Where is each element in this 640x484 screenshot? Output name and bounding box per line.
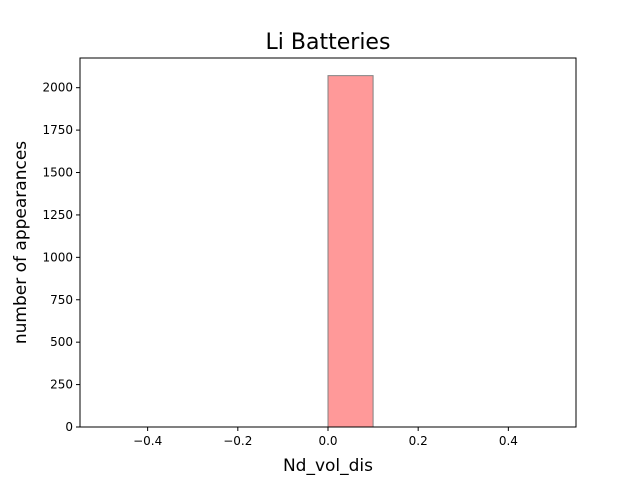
y-tick-label-8: 2000 [42, 81, 73, 95]
y-tick-label-4: 1000 [42, 250, 73, 264]
x-tick-label-4: 0.4 [499, 434, 518, 448]
x-tick-label-1: −0.2 [223, 434, 252, 448]
y-tick-label-3: 750 [50, 293, 73, 307]
chart-title: Li Batteries [266, 30, 391, 55]
y-tick-label-7: 1750 [42, 123, 73, 137]
y-tick-label-2: 500 [50, 335, 73, 349]
x-tick-label-3: 0.2 [409, 434, 428, 448]
y-tick-label-0: 0 [65, 420, 73, 434]
y-tick-label-6: 1500 [42, 166, 73, 180]
y-tick-label-5: 1250 [42, 208, 73, 222]
x-axis-ticks: −0.4 −0.2 0.0 0.2 0.4 [133, 427, 518, 448]
y-axis-label: number of appearances [11, 141, 31, 344]
x-axis-label: Nd_vol_dis [283, 456, 373, 476]
histogram-bar-5 [327, 75, 374, 428]
x-tick-label-0: −0.4 [133, 434, 162, 448]
y-axis-ticks: 0 250 500 750 1000 1250 1500 1750 2000 [42, 81, 80, 434]
bars-layer [327, 75, 374, 428]
x-tick-label-2: 0.0 [318, 434, 337, 448]
y-tick-label-1: 250 [50, 378, 73, 392]
